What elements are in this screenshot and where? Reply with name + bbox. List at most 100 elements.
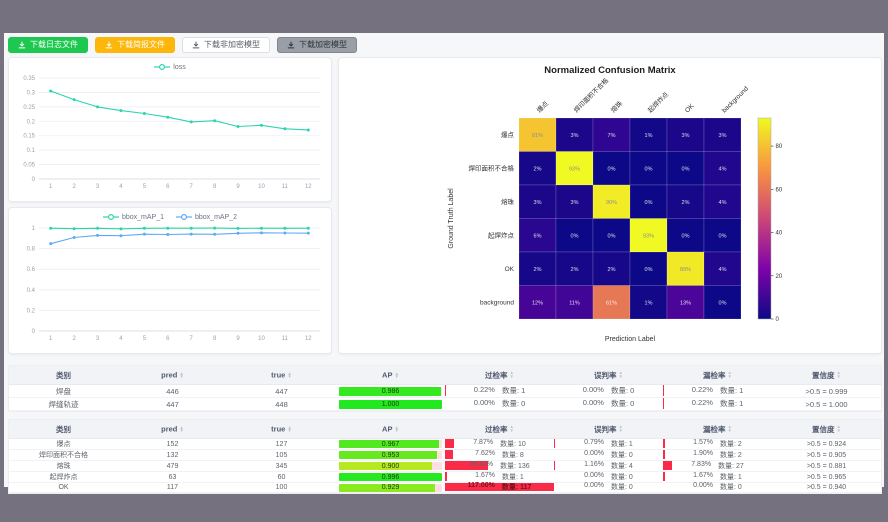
column-header-7[interactable]: 置信度 ▲ ▼ [772, 420, 881, 439]
sort-caret-icon[interactable]: ▲ ▼ [287, 424, 292, 434]
column-header-4[interactable]: 过检率 ▲ ▼ [445, 420, 554, 439]
svg-text:4: 4 [119, 184, 123, 190]
column-header-1[interactable]: pred ▲ ▼ [118, 366, 227, 385]
sort-caret-icon[interactable]: ▲ ▼ [836, 370, 841, 379]
rate-percent: 0.00% [584, 449, 605, 457]
confidence-cell: >0.5 = 0.965 [772, 471, 881, 483]
ap-value: 0.900 [381, 462, 400, 470]
svg-text:3: 3 [96, 336, 100, 342]
download-icon [192, 41, 200, 49]
sort-caret-icon[interactable]: ▲ ▼ [287, 370, 292, 380]
rate-count: 数量: 4 [611, 462, 633, 470]
column-header-4[interactable]: 过检率 ▲ ▼ [445, 366, 554, 385]
rate-percent: 0.00% [473, 398, 495, 407]
column-header-2[interactable]: true ▲ ▼ [227, 420, 336, 439]
map-chart-legend: bbox_mAP_1 bbox_mAP_2 [9, 213, 331, 221]
pred-count-cell: 63 [118, 471, 227, 483]
column-header-1[interactable]: pred ▲ ▼ [118, 420, 227, 439]
column-header-5[interactable]: 误判率 ▲ ▼ [554, 366, 663, 385]
svg-text:90%: 90% [606, 200, 617, 206]
column-header-3[interactable]: AP ▲ ▼ [336, 420, 445, 439]
legend-item[interactable]: bbox_mAP_2 [176, 213, 237, 221]
ap-bar: 0.967 [339, 440, 442, 448]
sort-caret-icon[interactable]: ▲ ▼ [179, 370, 184, 380]
sort-caret-icon[interactable]: ▲ ▼ [836, 424, 841, 433]
ap-cell: 0.900 [336, 460, 445, 472]
svg-text:2%: 2% [534, 166, 542, 172]
svg-text:5: 5 [143, 184, 147, 190]
svg-text:0%: 0% [682, 233, 690, 239]
sort-caret-icon[interactable]: ▲ ▼ [727, 370, 732, 379]
sort-caret-icon[interactable]: ▲ ▼ [618, 370, 623, 379]
class-cell: 爆点 [9, 438, 118, 450]
rate-percent: 7.87% [473, 438, 494, 446]
svg-text:起焊炸点: 起焊炸点 [488, 230, 515, 239]
rate-bar [445, 461, 488, 470]
rate-count: 数量: 0 [501, 399, 526, 408]
true-count-cell: 100 [227, 482, 336, 493]
sort-caret-icon[interactable]: ▲ ▼ [394, 424, 399, 434]
ap-value: 0.929 [381, 484, 400, 491]
svg-text:20: 20 [776, 274, 783, 280]
download-plain-model-button[interactable]: 下载非加密模型 [182, 37, 270, 53]
miss-rate-cell: 0.22% 数量: 1 [663, 397, 772, 411]
button-label: 下载非加密模型 [204, 40, 260, 49]
rate-count: 数量: 1 [611, 440, 633, 448]
column-header-2[interactable]: true ▲ ▼ [227, 366, 336, 385]
sort-caret-icon[interactable]: ▲ ▼ [727, 424, 732, 433]
metrics-table: 类别 pred ▲ ▼ true ▲ ▼ AP ▲ ▼ 过检率 ▲ ▼ 误判率 ▲ ▼ 漏检率 ▲ ▼ 置信度 ▲ ▼ 爆点… [9, 420, 881, 493]
column-header-label: 漏检率 [703, 370, 726, 380]
ap-value: 1.000 [381, 400, 400, 408]
svg-text:81%: 81% [532, 133, 543, 139]
sort-caret-icon[interactable]: ▲ ▼ [179, 424, 184, 434]
legend-marker-icon [154, 63, 171, 71]
rate-bar [663, 439, 665, 448]
rate-percent: 1.67% [475, 471, 496, 479]
column-header-label: AP [382, 424, 393, 434]
sort-caret-icon[interactable]: ▲ ▼ [509, 424, 514, 433]
column-header-label: 漏检率 [703, 424, 726, 434]
rate-bar [663, 472, 665, 481]
column-header-6[interactable]: 漏检率 ▲ ▼ [663, 420, 772, 439]
rate-percent: 0.00% [584, 482, 605, 489]
rate-percent: 7.83% [691, 460, 712, 468]
legend-item[interactable]: bbox_mAP_1 [102, 213, 164, 221]
column-header-7[interactable]: 置信度 ▲ ▼ [772, 366, 881, 385]
svg-text:0.3: 0.3 [27, 90, 36, 96]
download-report-file-button[interactable]: 下载简报文件 [95, 37, 175, 53]
svg-text:爆点: 爆点 [535, 99, 551, 115]
loss-chart-card: loss 0 0.05 0.1 0.15 0.2 0.25 0.3 0.35 1 2 3 4 5 6 7 8 9… [8, 57, 332, 202]
column-header-6[interactable]: 漏检率 ▲ ▼ [663, 366, 772, 385]
ap-cell: 0.986 [336, 384, 445, 398]
column-header-label: 误判率 [594, 370, 617, 380]
svg-text:0.25: 0.25 [23, 105, 35, 111]
rate-count: 数量: 10 [500, 440, 526, 448]
overkill-rate-cell: 0.22% 数量: 1 [445, 384, 554, 398]
legend-item[interactable]: loss [154, 63, 186, 71]
column-header-label: pred [161, 370, 178, 380]
svg-text:1: 1 [49, 336, 53, 342]
download-log-file-button[interactable]: 下载日志文件 [8, 37, 88, 53]
content-panel: 下载日志文件 下载简报文件 下载非加密模型 下载加密模型 loss 0 0.05 0.1 0… [4, 33, 884, 494]
sort-caret-icon[interactable]: ▲ ▼ [618, 424, 623, 433]
misjudge-rate-cell: 0.00% 数量: 0 [554, 482, 663, 493]
svg-text:13%: 13% [680, 300, 691, 306]
rate-bar [663, 450, 666, 459]
column-header-5[interactable]: 误判率 ▲ ▼ [554, 420, 663, 439]
download-encrypted-model-button[interactable]: 下载加密模型 [277, 37, 357, 53]
svg-text:0.05: 0.05 [23, 163, 35, 169]
svg-text:0.8: 0.8 [27, 247, 36, 253]
svg-text:12: 12 [305, 336, 312, 342]
sort-caret-icon[interactable]: ▲ ▼ [509, 370, 514, 379]
svg-text:Ground Truth Label: Ground Truth Label [448, 188, 455, 249]
column-header-3[interactable]: AP ▲ ▼ [336, 366, 445, 385]
map-chart: 00.20.40.60.811 2 3 4 5 6 7 8 9 10 11 12 [27, 226, 320, 342]
table-row: 焊缝轨迹 447 448 1.000 0.00% 数量: 0 0.00% 数量: 0 0.22%… [9, 397, 881, 411]
sort-caret-icon[interactable]: ▲ ▼ [394, 370, 399, 380]
true-count-cell: 447 [227, 384, 336, 398]
ap-value: 0.967 [381, 440, 400, 448]
svg-text:1: 1 [32, 226, 36, 232]
rate-percent: 0.22% [691, 385, 713, 394]
overkill-rate-cell: 39.42% 数量: 136 [445, 460, 554, 472]
svg-text:焊印面积不合格: 焊印面积不合格 [572, 76, 611, 115]
